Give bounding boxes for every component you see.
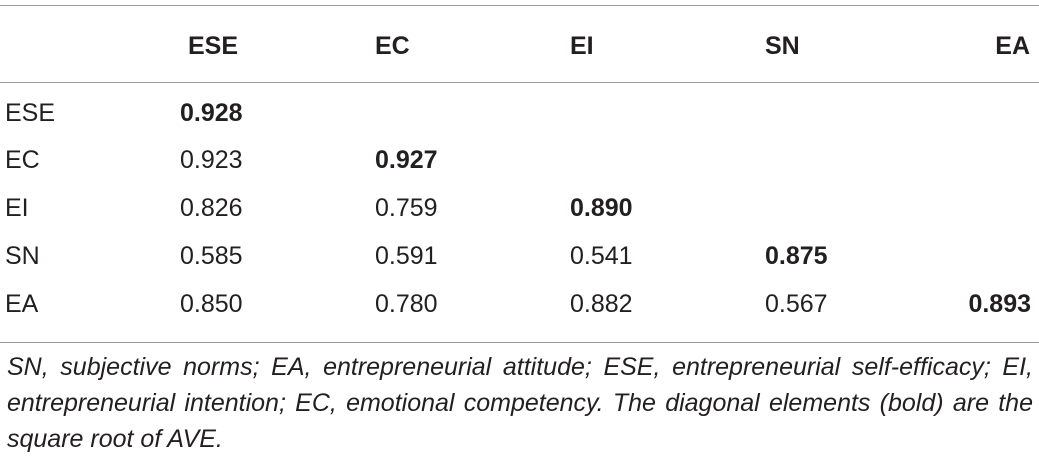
table-footnote: SN, subjective norms; EA, entrepreneuria… [7,353,1033,453]
table-cell-diagonal: 0.893 [968,289,1031,318]
table-bottom-rule [0,342,1039,343]
table-cell: 0.591 [375,241,438,270]
table-row: EI 0.826 0.759 0.890 [0,184,1039,232]
table-cell [765,84,960,136]
correlation-table: ESE EC EI SN EA ESE 0.928 EC 0.923 0.927… [0,6,1039,328]
header-cell-sn: SN [765,31,800,60]
table-cell [570,84,765,136]
table-cell [765,136,960,184]
table-cell [960,84,1039,136]
table-cell: 0.759 [375,193,438,222]
header-cell-ec: EC [375,31,410,60]
table-cell [765,184,960,232]
row-label-ea: EA [5,289,39,318]
row-label-ec: EC [5,145,40,174]
row-label-ese: ESE [5,98,56,127]
table-cell: 0.780 [375,289,438,318]
header-cell-corner [0,6,180,84]
table-cell [960,232,1039,280]
table-top-rule [0,5,1039,6]
table-cell: 0.541 [570,241,633,270]
table-cell [570,136,765,184]
table-cell: 0.923 [180,145,243,174]
table-cell: 0.882 [570,289,633,318]
table-row: EC 0.923 0.927 [0,136,1039,184]
table-header-rule [0,82,1039,83]
table-cell-diagonal: 0.928 [180,98,243,127]
row-label-sn: SN [5,241,40,270]
table-cell: 0.850 [180,289,243,318]
table-cell-diagonal: 0.927 [375,145,438,174]
table-cell-diagonal: 0.875 [765,241,828,270]
table-cell [960,136,1039,184]
table-cell [960,184,1039,232]
table-cell: 0.826 [180,193,243,222]
table-cell [375,84,570,136]
table-cell: 0.567 [765,289,828,318]
table-row: SN 0.585 0.591 0.541 0.875 [0,232,1039,280]
header-row: ESE EC EI SN EA [0,6,1039,84]
table-row: ESE 0.928 [0,84,1039,136]
header-cell-ei: EI [570,31,594,60]
table-cell-diagonal: 0.890 [570,193,633,222]
header-cell-ese: ESE [188,31,239,60]
row-label-ei: EI [5,193,29,222]
table-row: EA 0.850 0.780 0.882 0.567 0.893 [0,280,1039,328]
header-cell-ea: EA [995,31,1030,60]
table-cell: 0.585 [180,241,243,270]
